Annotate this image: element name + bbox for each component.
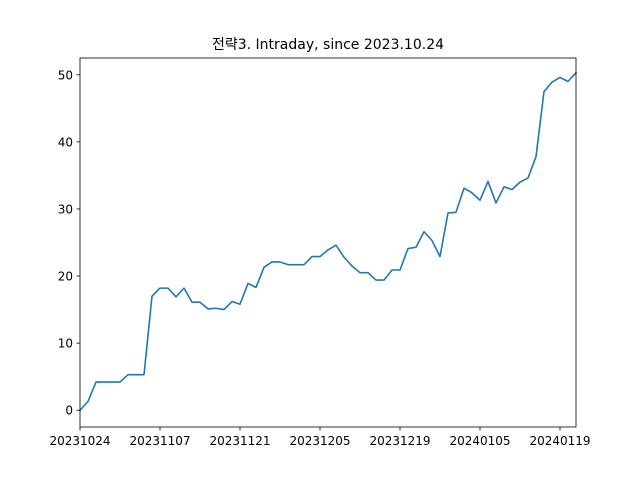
y-tick-label: 20 (58, 270, 73, 284)
x-tick-label: 20231107 (129, 434, 190, 448)
y-tick-label: 30 (58, 202, 73, 216)
series-line (78, 71, 578, 412)
chart-title: 전략3. Intraday, since 2023.10.24 (212, 37, 444, 53)
y-tick-label: 40 (58, 135, 73, 149)
x-tick-label: 20231205 (289, 434, 350, 448)
y-tick-label: 0 (65, 404, 73, 418)
x-tick-label: 20240105 (449, 434, 510, 448)
axes-frame (79, 57, 577, 428)
plot-area: 0 10 20 30 40 50 20231024 20231107 20231121 20231… (49, 57, 591, 448)
y-tick-label: 10 (58, 337, 73, 351)
y-tick-label: 50 (58, 68, 73, 82)
x-tick-label: 20231219 (369, 434, 430, 448)
x-tick-label: 20240119 (529, 434, 590, 448)
x-tick-label: 20231121 (209, 434, 270, 448)
x-tick-label: 20231024 (49, 434, 110, 448)
